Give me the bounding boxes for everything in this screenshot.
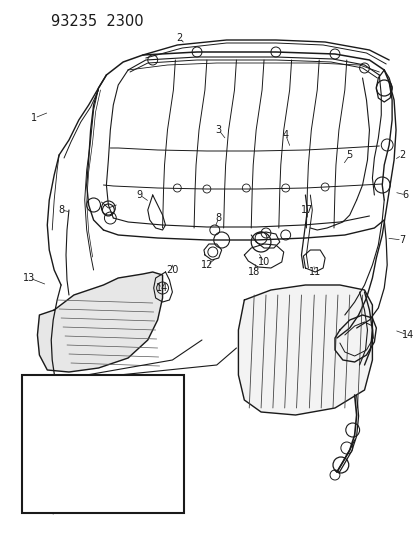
Text: 4: 4 <box>282 130 288 140</box>
Text: 19: 19 <box>139 485 152 495</box>
Text: 8: 8 <box>58 205 64 215</box>
Circle shape <box>86 448 94 456</box>
Text: 20: 20 <box>166 265 178 275</box>
Text: 5: 5 <box>346 150 352 160</box>
Text: 7: 7 <box>398 235 404 245</box>
Polygon shape <box>238 285 372 415</box>
Text: 2: 2 <box>398 150 404 160</box>
Text: 6: 6 <box>402 190 408 200</box>
Text: 9: 9 <box>137 190 142 200</box>
Text: 1: 1 <box>31 113 38 123</box>
Text: 16: 16 <box>48 427 60 437</box>
Text: 17: 17 <box>301 205 313 215</box>
Text: 14: 14 <box>156 283 168 293</box>
Text: 10: 10 <box>257 257 270 267</box>
Text: 8: 8 <box>215 213 221 223</box>
Text: 12: 12 <box>200 260 213 270</box>
Text: 3: 3 <box>215 125 221 135</box>
Text: 11: 11 <box>309 267 320 277</box>
Text: 2: 2 <box>176 33 182 43</box>
Text: 18: 18 <box>247 267 260 277</box>
Text: 93235  2300: 93235 2300 <box>51 14 143 29</box>
Bar <box>21 375 184 513</box>
Text: 15: 15 <box>104 403 116 413</box>
Polygon shape <box>37 272 162 372</box>
Text: 14: 14 <box>401 330 413 340</box>
Text: 13: 13 <box>24 273 36 283</box>
